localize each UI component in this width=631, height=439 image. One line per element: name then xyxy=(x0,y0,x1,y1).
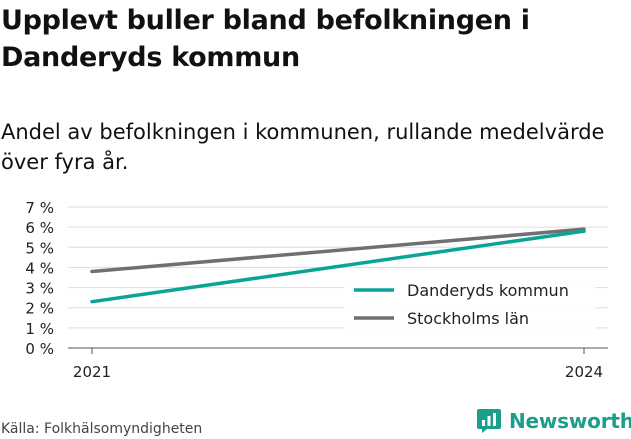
legend-label: Stockholms län xyxy=(407,309,529,328)
chart-subtitle: Andel av befolkningen i kommunen, rullan… xyxy=(1,120,605,174)
y-tick-label: 7 % xyxy=(25,199,54,217)
y-tick-label: 6 % xyxy=(25,219,54,237)
series-line-danderyds-kommun xyxy=(90,229,586,304)
chart-title: Upplevt buller bland befolkningen i Dand… xyxy=(1,5,530,73)
x-tick-label: 2021 xyxy=(73,363,111,381)
legend-background xyxy=(344,276,596,333)
source-note: Källa: Folkhälsomyndigheten xyxy=(1,421,203,437)
legend-label: Danderyds kommun xyxy=(407,281,569,300)
y-tick-label: 5 % xyxy=(25,239,54,257)
y-tick-label: 4 % xyxy=(25,259,54,277)
series-line-stockholms-l-n xyxy=(90,227,586,274)
y-tick-label: 2 % xyxy=(25,300,54,318)
y-tick-label: 1 % xyxy=(25,320,54,338)
x-tick-label: 2024 xyxy=(565,363,603,381)
y-tick-label: 0 % xyxy=(25,340,54,358)
brand-logo: Newsworthy xyxy=(476,408,631,434)
brand-name: Newsworthy xyxy=(509,409,631,433)
newsworthy-logo-icon xyxy=(477,409,501,433)
y-tick-label: 3 % xyxy=(25,280,54,298)
